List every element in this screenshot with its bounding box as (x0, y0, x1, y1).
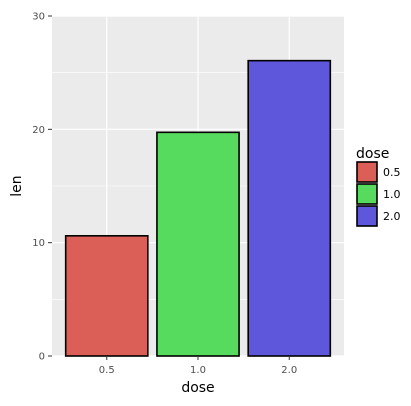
legend-key-1.0 (356, 183, 378, 205)
x-axis: 0.5 1.0 2.0 (99, 356, 297, 376)
legend-key-0.5 (356, 161, 378, 183)
y-tick-label: 20 (32, 125, 45, 136)
x-axis-title: dose (181, 380, 214, 396)
legend: dose 0.5 1.0 2.0 (356, 146, 401, 227)
legend-key-2.0 (356, 205, 378, 227)
x-tick-label: 2.0 (281, 365, 297, 376)
y-tick-label: 30 (32, 12, 45, 23)
bars (64, 59, 332, 357)
legend-label: 1.0 (383, 188, 401, 201)
legend-title: dose (356, 146, 389, 162)
legend-label: 2.0 (383, 210, 401, 223)
y-tick-label: 0 (39, 352, 45, 363)
x-tick-label: 0.5 (99, 365, 115, 376)
y-axis: 0 10 20 30 (32, 12, 52, 363)
legend-label: 0.5 (383, 166, 401, 179)
bar-0.5 (64, 235, 149, 357)
bar-2.0 (247, 59, 332, 357)
y-tick-label: 10 (32, 238, 45, 249)
y-axis-title: len (9, 175, 25, 196)
bar-1.0 (156, 131, 240, 357)
x-tick-label: 1.0 (190, 365, 206, 376)
